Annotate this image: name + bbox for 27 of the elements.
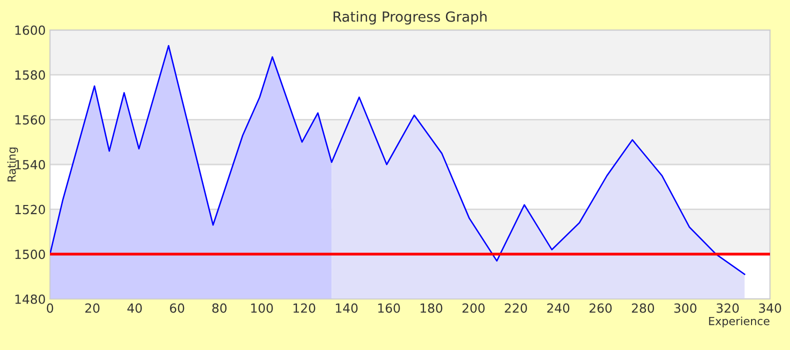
x-tick-label: 240 [547,303,570,313]
y-tick-label: 1600 [15,25,46,35]
y-tick-label: 1520 [15,204,46,214]
x-tick-label: 100 [251,303,273,313]
x-tick-label: 220 [504,303,527,313]
x-tick-label: 140 [336,303,358,313]
x-tick-label: 80 [212,303,227,313]
x-tick-label: 20 [85,303,100,313]
x-tick-label: 0 [46,303,54,313]
y-tick-label: 1480 [15,294,46,304]
x-tick-label: 180 [420,303,442,313]
x-tick-label: 40 [127,303,142,313]
x-tick-label: 120 [294,303,316,313]
x-tick-label: 340 [759,303,782,313]
y-tick-label: 1560 [15,115,46,125]
y-tick-label: 1580 [15,70,46,80]
line-series [50,44,746,276]
chart-title: Rating Progress Graph [334,11,487,25]
x-axis-title: Experience [709,316,770,328]
x-tick-label: 300 [674,303,696,313]
x-tick-label: 320 [716,303,739,313]
x-tick-label: 160 [378,303,400,313]
x-tick-label: 200 [462,303,485,313]
x-tick-label: 280 [632,303,654,313]
x-tick-label: 60 [170,303,184,313]
x-tick-label: 260 [590,303,612,313]
y-tick-label: 1500 [15,250,46,260]
